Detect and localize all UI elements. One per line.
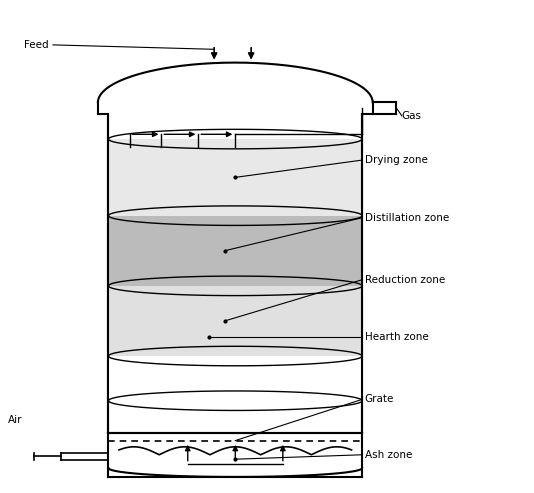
Text: Reduction zone: Reduction zone xyxy=(365,275,445,285)
Text: Gas: Gas xyxy=(402,111,422,121)
Text: Ash zone: Ash zone xyxy=(365,450,412,460)
Text: Feed: Feed xyxy=(24,40,49,50)
Bar xyxy=(108,356,362,401)
Bar xyxy=(108,215,362,286)
Bar xyxy=(108,139,362,215)
Text: Grate: Grate xyxy=(365,394,394,404)
Text: Drying zone: Drying zone xyxy=(365,155,428,165)
Text: Hearth zone: Hearth zone xyxy=(365,332,428,342)
Bar xyxy=(108,286,362,356)
Text: Distillation zone: Distillation zone xyxy=(365,212,449,223)
Text: Air: Air xyxy=(8,415,22,425)
